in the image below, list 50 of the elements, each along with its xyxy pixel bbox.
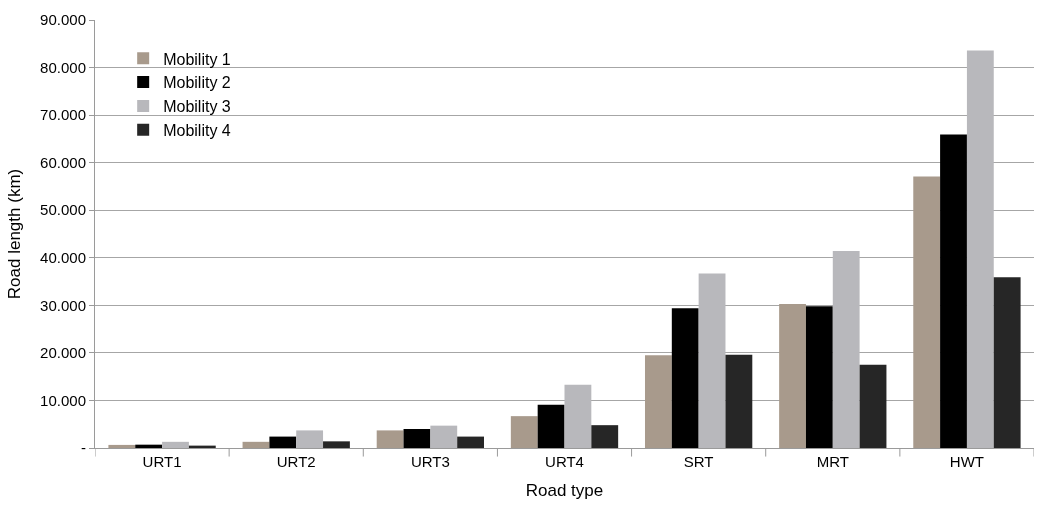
x-tick-label: SRT bbox=[683, 453, 714, 470]
bar bbox=[913, 176, 941, 448]
bar bbox=[430, 425, 458, 448]
bar bbox=[940, 134, 967, 448]
bar bbox=[403, 428, 431, 448]
bar bbox=[805, 306, 833, 448]
y-tick-label: 10.000 bbox=[40, 391, 86, 409]
legend-label: Mobility 3 bbox=[163, 98, 231, 116]
y-tick-label: 50.000 bbox=[40, 201, 86, 219]
bar bbox=[698, 273, 726, 448]
bar bbox=[564, 384, 592, 448]
y-tick-label: 70.000 bbox=[40, 106, 86, 124]
bar bbox=[859, 364, 887, 448]
x-tick-label: MRT bbox=[816, 453, 849, 470]
x-tick-label: URT2 bbox=[276, 453, 316, 470]
bar bbox=[269, 436, 297, 448]
legend-label: Mobility 1 bbox=[163, 50, 231, 68]
bar bbox=[510, 416, 538, 448]
bar bbox=[832, 251, 860, 448]
y-tick-label: 90.000 bbox=[40, 11, 86, 29]
x-axis-title: Road type bbox=[525, 481, 604, 501]
x-tick-label: HWT bbox=[949, 453, 985, 470]
bar bbox=[671, 308, 699, 448]
bar bbox=[376, 430, 404, 448]
y-tick-label: - bbox=[81, 439, 86, 457]
y-tick-label: 80.000 bbox=[40, 58, 86, 76]
bar bbox=[296, 430, 324, 448]
y-tick-label: 30.000 bbox=[40, 296, 86, 314]
bar bbox=[591, 425, 619, 448]
bar bbox=[725, 354, 753, 448]
bar bbox=[108, 444, 136, 448]
legend-label: Mobility 2 bbox=[163, 74, 231, 92]
x-tick-label: URT3 bbox=[410, 453, 450, 470]
bar bbox=[323, 441, 350, 448]
bar bbox=[966, 50, 994, 448]
bar bbox=[644, 355, 672, 448]
y-tick-label: 60.000 bbox=[40, 153, 86, 171]
bar bbox=[537, 404, 565, 448]
x-tick-label: URT4 bbox=[545, 453, 584, 470]
bar bbox=[457, 436, 485, 448]
y-tick-label: 20.000 bbox=[40, 344, 86, 362]
bar bbox=[135, 444, 163, 448]
x-tick-label: URT1 bbox=[142, 453, 182, 470]
bar bbox=[162, 441, 189, 448]
bar bbox=[993, 277, 1021, 448]
bar bbox=[779, 303, 806, 448]
y-tick-label: 40.000 bbox=[40, 249, 86, 267]
y-axis-title: Road length (km) bbox=[4, 168, 24, 300]
bar bbox=[242, 441, 270, 448]
legend-label: Mobility 4 bbox=[163, 121, 231, 139]
